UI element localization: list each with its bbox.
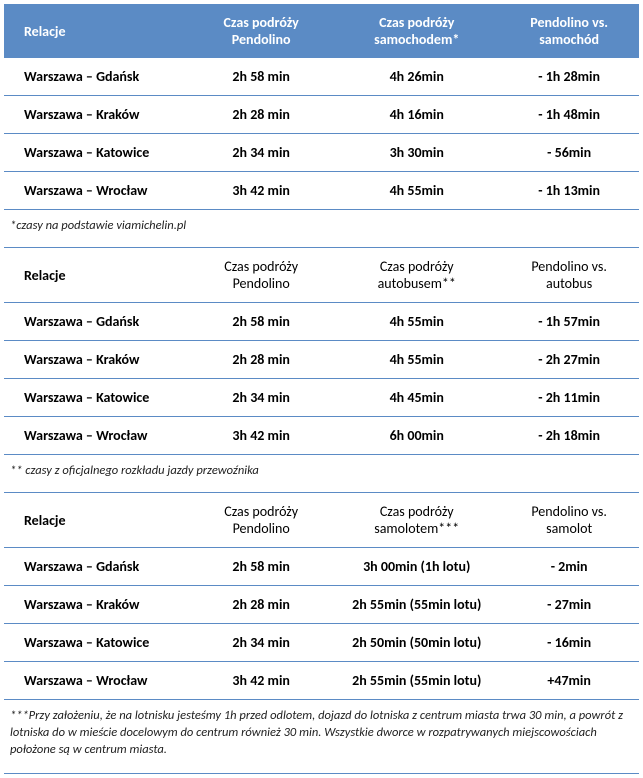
section1-header-0: Relacje [4, 4, 188, 58]
section3-header-1: Czas podróży Pendolino [188, 493, 334, 548]
other-cell: 2h 55min (55min lotu) [334, 586, 499, 624]
other-cell: 2h 50min (50min lotu) [334, 624, 499, 662]
section3-header-row: RelacjeCzas podróży PendolinoCzas podróż… [4, 493, 639, 548]
route-cell: Warszawa – Wrocław [4, 662, 188, 700]
pendolino-cell: 2h 28 min [188, 341, 334, 379]
section2-header-row: RelacjeCzas podróży PendolinoCzas podróż… [4, 248, 639, 303]
other-cell: 4h 55min [334, 303, 499, 341]
other-cell: 4h 55min [334, 341, 499, 379]
table-row: Warszawa – Wrocław3h 42 min4h 55min- 1h … [4, 172, 639, 210]
route-cell: Warszawa – Gdańsk [4, 58, 188, 96]
section1-header-2: Czas podróży samochodem* [334, 4, 499, 58]
diff-cell: - 1h 13min [499, 172, 639, 210]
pendolino-cell: 2h 58 min [188, 548, 334, 586]
route-cell: Warszawa – Gdańsk [4, 303, 188, 341]
diff-cell: - 2h 27min [499, 341, 639, 379]
section3-header-3: Pendolino vs. samolot [499, 493, 639, 548]
diff-cell: - 27min [499, 586, 639, 624]
route-cell: Warszawa – Katowice [4, 379, 188, 417]
table-row: Warszawa – Gdańsk2h 58 min3h 00min (1h l… [4, 548, 639, 586]
route-cell: Warszawa – Katowice [4, 134, 188, 172]
other-cell: 3h 30min [334, 134, 499, 172]
section2-note-row: ** czasy z oficjalnego rozkładu jazdy pr… [4, 455, 639, 493]
other-cell: 4h 55min [334, 172, 499, 210]
route-cell: Warszawa – Kraków [4, 341, 188, 379]
diff-cell: - 16min [499, 624, 639, 662]
table-row: Warszawa – Kraków2h 28 min4h 55min- 2h 2… [4, 341, 639, 379]
pendolino-cell: 2h 28 min [188, 96, 334, 134]
table-row: Warszawa – Gdańsk2h 58 min4h 26min- 1h 2… [4, 58, 639, 96]
section1-note-row: *czasy na podstawie viamichelin.pl [4, 210, 639, 248]
table-row: Warszawa – Wrocław3h 42 min6h 00min- 2h … [4, 417, 639, 455]
other-cell: 6h 00min [334, 417, 499, 455]
table-row: Warszawa – Gdańsk2h 58 min4h 55min- 1h 5… [4, 303, 639, 341]
pendolino-cell: 3h 42 min [188, 662, 334, 700]
pendolino-cell: 2h 34 min [188, 379, 334, 417]
table-row: Warszawa – Kraków2h 28 min4h 16min- 1h 4… [4, 96, 639, 134]
section3-header-0: Relacje [4, 493, 188, 548]
route-cell: Warszawa – Gdańsk [4, 548, 188, 586]
table-row: Warszawa – Katowice2h 34 min3h 30min- 56… [4, 134, 639, 172]
other-cell: 4h 16min [334, 96, 499, 134]
diff-cell: +47min [499, 662, 639, 700]
diff-cell: - 2min [499, 548, 639, 586]
route-cell: Warszawa – Wrocław [4, 417, 188, 455]
diff-cell: - 2h 18min [499, 417, 639, 455]
table-row: Warszawa – Katowice2h 34 min2h 50min (50… [4, 624, 639, 662]
pendolino-cell: 2h 28 min [188, 586, 334, 624]
diff-cell: - 2h 11min [499, 379, 639, 417]
section1-header-1: Czas podróży Pendolino [188, 4, 334, 58]
diff-cell: - 1h 57min [499, 303, 639, 341]
section3-note-row: ***Przy założeniu, że na lotnisku jesteś… [4, 700, 639, 774]
pendolino-cell: 2h 34 min [188, 134, 334, 172]
pendolino-cell: 3h 42 min [188, 172, 334, 210]
route-cell: Warszawa – Katowice [4, 624, 188, 662]
pendolino-cell: 3h 42 min [188, 417, 334, 455]
section2-header-1: Czas podróży Pendolino [188, 248, 334, 303]
pendolino-cell: 2h 34 min [188, 624, 334, 662]
table-row: Warszawa – Katowice2h 34 min4h 45min- 2h… [4, 379, 639, 417]
other-cell: 4h 45min [334, 379, 499, 417]
section1-note: *czasy na podstawie viamichelin.pl [4, 210, 639, 248]
other-cell: 3h 00min (1h lotu) [334, 548, 499, 586]
section2-header-0: Relacje [4, 248, 188, 303]
section3-header-2: Czas podróży samolotem*** [334, 493, 499, 548]
travel-comparison-table: RelacjeCzas podróży PendolinoCzas podróż… [4, 4, 639, 774]
section1-header-row: RelacjeCzas podróży PendolinoCzas podróż… [4, 4, 639, 58]
table-row: Warszawa – Kraków2h 28 min2h 55min (55mi… [4, 586, 639, 624]
diff-cell: - 1h 28min [499, 58, 639, 96]
section3-note: ***Przy założeniu, że na lotnisku jesteś… [4, 700, 639, 774]
other-cell: 2h 55min (55min lotu) [334, 662, 499, 700]
route-cell: Warszawa – Kraków [4, 96, 188, 134]
section2-note: ** czasy z oficjalnego rozkładu jazdy pr… [4, 455, 639, 493]
diff-cell: - 56min [499, 134, 639, 172]
pendolino-cell: 2h 58 min [188, 58, 334, 96]
other-cell: 4h 26min [334, 58, 499, 96]
route-cell: Warszawa – Wrocław [4, 172, 188, 210]
route-cell: Warszawa – Kraków [4, 586, 188, 624]
section2-header-2: Czas podróży autobusem** [334, 248, 499, 303]
section1-header-3: Pendolino vs. samochód [499, 4, 639, 58]
pendolino-cell: 2h 58 min [188, 303, 334, 341]
table-row: Warszawa – Wrocław3h 42 min2h 55min (55m… [4, 662, 639, 700]
section2-header-3: Pendolino vs. autobus [499, 248, 639, 303]
diff-cell: - 1h 48min [499, 96, 639, 134]
